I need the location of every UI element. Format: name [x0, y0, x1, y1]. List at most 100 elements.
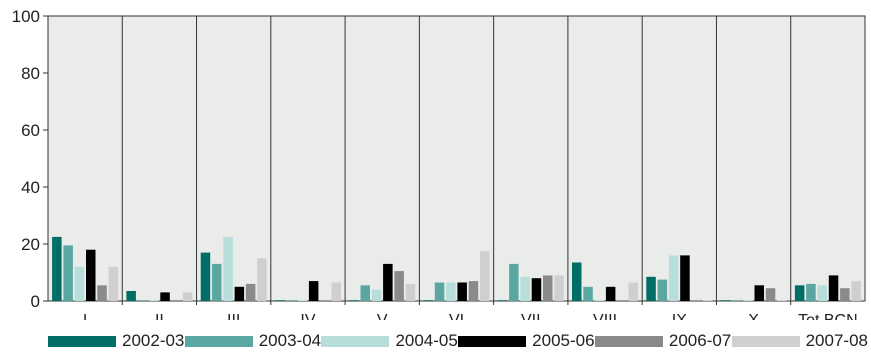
category-dividers — [121, 16, 792, 305]
y-tick-label: 100 — [12, 7, 40, 26]
legend-swatch — [731, 335, 800, 347]
bar-iii-2004-05 — [223, 236, 233, 301]
bar-x-2006-07 — [765, 288, 776, 301]
bar-vii-2002-03 — [497, 300, 508, 301]
bar-v-2004-05 — [371, 289, 382, 301]
bars-layer — [52, 236, 861, 302]
legend-item: 2004-05 — [321, 330, 458, 352]
legend-swatch — [48, 335, 116, 347]
bar-tot-bcn-2006-07 — [840, 288, 850, 301]
bar-vii-2004-05 — [520, 276, 530, 301]
x-tick-label: IV — [300, 312, 315, 320]
bar-viii-2007-08 — [628, 282, 638, 301]
bar-i-2006-07 — [97, 285, 107, 301]
bar-ii-2005-06 — [160, 292, 170, 301]
x-axis: IIIIIIIVVVIVIIVIIIIXXTot BCN — [83, 312, 858, 320]
bar-iii-2003-04 — [212, 263, 222, 301]
bar-v-2002-03 — [349, 300, 359, 301]
bar-i-2005-06 — [86, 249, 96, 301]
bar-ix-2003-04 — [657, 279, 668, 301]
bar-v-2003-04 — [360, 285, 370, 301]
bar-i-2007-08 — [108, 266, 119, 301]
bar-tot-bcn-2004-05 — [817, 285, 827, 301]
bar-iii-2006-07 — [245, 283, 256, 301]
bar-vi-2005-06 — [457, 282, 467, 301]
bar-ii-2006-07 — [171, 300, 182, 301]
bar-v-2007-08 — [405, 283, 416, 301]
x-tick-label: I — [83, 312, 87, 320]
x-tick-label: II — [155, 312, 164, 320]
y-tick-label: 20 — [21, 235, 40, 254]
x-tick-label: V — [377, 312, 388, 320]
legend-label: 2007-08 — [805, 331, 868, 350]
x-tick-label: VI — [449, 312, 464, 320]
bar-v-2005-06 — [383, 263, 393, 301]
bar-i-2002-03 — [52, 236, 62, 301]
bar-vi-2003-04 — [434, 282, 445, 301]
bar-i-2004-05 — [74, 266, 85, 301]
bar-vi-2002-03 — [423, 300, 433, 301]
bar-viii-2002-03 — [572, 262, 582, 301]
x-tick-label: IX — [672, 312, 687, 320]
bar-tot-bcn-2005-06 — [828, 275, 839, 301]
bar-x-2005-06 — [754, 285, 764, 301]
bar-iv-2006-07 — [320, 300, 330, 301]
bar-tot-bcn-2002-03 — [794, 285, 805, 301]
x-tick-label: VII — [521, 312, 541, 320]
y-axis: 0 20 40 60 80 100 — [12, 7, 48, 311]
bar-ii-2007-08 — [182, 292, 193, 301]
legend-item: 2005-06 — [458, 330, 595, 352]
bar-iv-2004-05 — [297, 300, 308, 301]
bar-vi-2004-05 — [446, 282, 456, 301]
legend-item: 2006-07 — [594, 330, 731, 352]
bar-iii-2005-06 — [234, 286, 245, 302]
x-tick-label: X — [748, 312, 759, 320]
bar-tot-bcn-2007-08 — [851, 281, 861, 301]
bar-ix-2007-08 — [702, 300, 713, 301]
legend-swatch — [184, 335, 253, 347]
bar-iv-2002-03 — [275, 300, 285, 301]
bar-x-2003-04 — [731, 300, 742, 301]
bar-iv-2003-04 — [286, 300, 296, 301]
bar-x-2004-05 — [743, 300, 753, 301]
legend-label: 2003-04 — [258, 331, 322, 350]
legend-swatch — [594, 335, 663, 347]
bar-x-2002-03 — [720, 300, 731, 301]
legend: 2002-03 2003-04 2004-05 2005-06 2006-07 2007-… — [48, 330, 868, 352]
legend-item: 2002-03 — [48, 330, 184, 352]
bar-ix-2005-06 — [680, 255, 690, 301]
legend-label: 2004-05 — [395, 331, 458, 350]
bar-v-2006-07 — [394, 271, 404, 301]
bar-iv-2005-06 — [308, 281, 319, 301]
x-tick-label: Tot BCN — [798, 312, 858, 320]
bar-vii-2003-04 — [509, 263, 519, 301]
bar-iv-2007-08 — [331, 282, 341, 301]
y-tick-label: 80 — [21, 64, 40, 83]
bar-viii-2004-05 — [594, 300, 605, 301]
bar-ii-2002-03 — [126, 291, 136, 301]
bar-vii-2007-08 — [554, 275, 564, 301]
legend-item: 2007-08 — [731, 330, 868, 352]
legend-item: 2003-04 — [184, 330, 322, 352]
bar-vi-2007-08 — [480, 251, 490, 301]
bar-viii-2006-07 — [617, 300, 627, 301]
y-tick-label: 60 — [21, 121, 40, 140]
bar-x-2007-08 — [777, 300, 787, 301]
bar-tot-bcn-2003-04 — [806, 283, 816, 301]
bar-iii-2007-08 — [257, 258, 267, 302]
legend-swatch — [321, 335, 390, 347]
x-tick-label: III — [227, 312, 240, 320]
bar-vii-2006-07 — [543, 275, 553, 301]
plot-area — [47, 15, 866, 302]
legend-label: 2002-03 — [122, 331, 185, 350]
bar-viii-2003-04 — [583, 286, 593, 302]
legend-label: 2005-06 — [532, 331, 595, 350]
bar-ii-2003-04 — [137, 300, 148, 301]
bar-viii-2005-06 — [605, 286, 616, 302]
bar-vi-2006-07 — [468, 281, 479, 301]
y-tick-label: 40 — [21, 178, 40, 197]
x-tick-label: VIII — [593, 312, 617, 320]
bar-i-2003-04 — [63, 245, 73, 301]
bar-ii-2004-05 — [149, 300, 159, 301]
